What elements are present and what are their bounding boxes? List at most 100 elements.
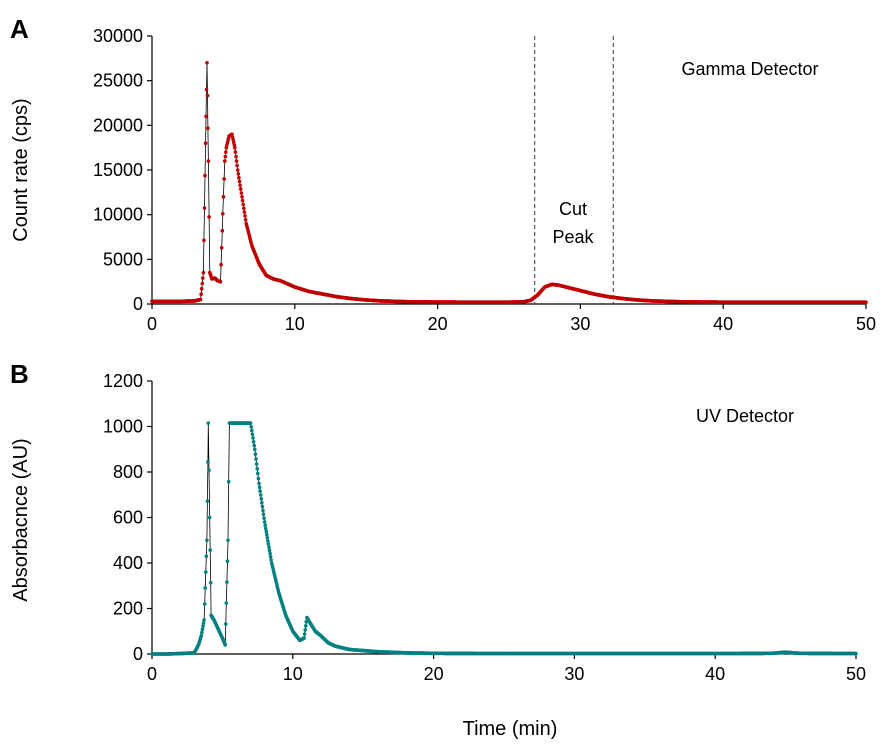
- gamma-data-point: [240, 198, 245, 203]
- gamma-data-point: [206, 159, 211, 163]
- gamma-data-point: [230, 135, 235, 139]
- uv-data-point: [225, 559, 230, 563]
- uv-data-point: [200, 630, 204, 635]
- uv-data-point: [207, 468, 211, 473]
- cut-peak-label-line2: Peak: [552, 227, 594, 247]
- uv-data-point: [251, 436, 255, 440]
- gamma-y-tick-label: 5000: [103, 249, 143, 269]
- uv-data-point: [204, 554, 209, 558]
- gamma-data-point: [242, 206, 246, 211]
- gamma-y-tick-label: 15000: [93, 160, 143, 180]
- time-x-axis-label: Time (min): [463, 718, 558, 740]
- uv-data-point: [261, 512, 266, 517]
- uv-data-point: [202, 602, 207, 606]
- gamma-data-point: [235, 163, 239, 168]
- uv-data-point: [201, 624, 205, 628]
- gamma-legend-label: Gamma Detector: [681, 59, 818, 79]
- panel-b-label: B: [10, 359, 29, 389]
- gamma-data-point: [207, 215, 211, 219]
- uv-data-point: [258, 493, 263, 497]
- gamma-data-point: [222, 177, 226, 181]
- gamma-data-point: [231, 140, 236, 145]
- uv-data-point: [267, 548, 272, 553]
- gamma-y-axis-label: Count rate (cps): [10, 98, 32, 241]
- gamma-x-tick-label: 10: [285, 314, 305, 334]
- uv-data-point: [260, 500, 264, 505]
- gamma-axes: 0 5000 10000 15000 20000 25000 30000 0 10 20 30 40 5…: [93, 26, 876, 334]
- gamma-data-point: [204, 87, 209, 92]
- uv-data-point: [206, 460, 210, 464]
- uv-data-point: [204, 570, 208, 574]
- gamma-data-point: [199, 292, 203, 297]
- uv-data-point: [257, 485, 262, 490]
- uv-y-tick-label: 600: [113, 508, 143, 528]
- uv-data-point: [259, 497, 264, 501]
- panel-a-label: A: [10, 14, 29, 44]
- gamma-data-point: [237, 175, 241, 180]
- gamma-data-point: [241, 202, 245, 207]
- gamma-data-point: [223, 159, 227, 163]
- uv-y-tick-label: 800: [113, 462, 143, 482]
- gamma-x-tick-label: 30: [570, 314, 590, 334]
- uv-data-point: [265, 536, 270, 540]
- gamma-data-point: [221, 195, 226, 199]
- gamma-y-tick-label: 0: [133, 294, 143, 314]
- uv-data-point: [207, 515, 212, 520]
- uv-x-tick-label: 10: [283, 664, 303, 684]
- gamma-data-point: [224, 150, 228, 154]
- uv-data-point: [268, 554, 273, 559]
- gamma-data-point: [203, 173, 207, 178]
- uv-data-point: [269, 558, 273, 562]
- uv-data-point: [266, 542, 271, 546]
- uv-data-point: [203, 586, 207, 590]
- uv-y-tick-label: 400: [113, 553, 143, 573]
- uv-data-point: [205, 499, 210, 504]
- gamma-data-point: [235, 168, 240, 172]
- gamma-y-tick-label: 10000: [93, 205, 143, 225]
- gamma-data-point: [201, 276, 205, 280]
- uv-data-point: [265, 532, 269, 537]
- gamma-data-point: [200, 281, 205, 286]
- gamma-data-point: [218, 279, 223, 284]
- gamma-data-point: [238, 183, 242, 188]
- gamma-data-point: [205, 93, 210, 98]
- gamma-data-point: [233, 150, 238, 154]
- gamma-data-point: [238, 187, 243, 191]
- gamma-data-point: [203, 141, 208, 145]
- uv-data-point: [253, 447, 257, 452]
- gamma-x-tick-label: 20: [428, 314, 448, 334]
- gamma-data-point: [223, 154, 228, 159]
- uv-data-point: [200, 627, 205, 632]
- gamma-y-tick-label: 25000: [93, 71, 143, 91]
- gamma-data-point: [206, 126, 210, 131]
- uv-data-point: [268, 551, 272, 556]
- uv-x-tick-label: 30: [564, 664, 584, 684]
- uv-legend-label: UV Detector: [696, 406, 794, 426]
- uv-data-point: [304, 624, 308, 628]
- uv-data-point: [254, 457, 258, 461]
- uv-data-point: [248, 421, 253, 425]
- gamma-x-tick-label: 50: [856, 314, 876, 334]
- uv-data-point: [256, 476, 261, 481]
- uv-data-point: [252, 443, 256, 448]
- uv-data-point: [266, 539, 270, 543]
- uv-data-point: [201, 621, 206, 625]
- uv-data-point: [261, 508, 265, 513]
- uv-x-tick-label: 50: [846, 664, 866, 684]
- gamma-x-tick-label: 40: [713, 314, 733, 334]
- gamma-data-point: [201, 270, 206, 275]
- gamma-data-point: [234, 159, 239, 163]
- gamma-data-point: [240, 195, 244, 199]
- gamma-panel: A Count rate (cps) Gamma Detector Cut Pe…: [10, 14, 876, 334]
- uv-data-point: [224, 622, 228, 626]
- uv-data-point: [258, 489, 262, 493]
- uv-data-point: [205, 538, 209, 543]
- uv-y-tick-label: 1200: [103, 371, 143, 391]
- gamma-data-point: [233, 145, 237, 150]
- gamma-data-point: [231, 137, 235, 142]
- uv-data-point: [260, 504, 265, 509]
- uv-data-point: [206, 421, 211, 425]
- uv-data-point: [254, 462, 259, 466]
- uv-data-point: [264, 529, 269, 534]
